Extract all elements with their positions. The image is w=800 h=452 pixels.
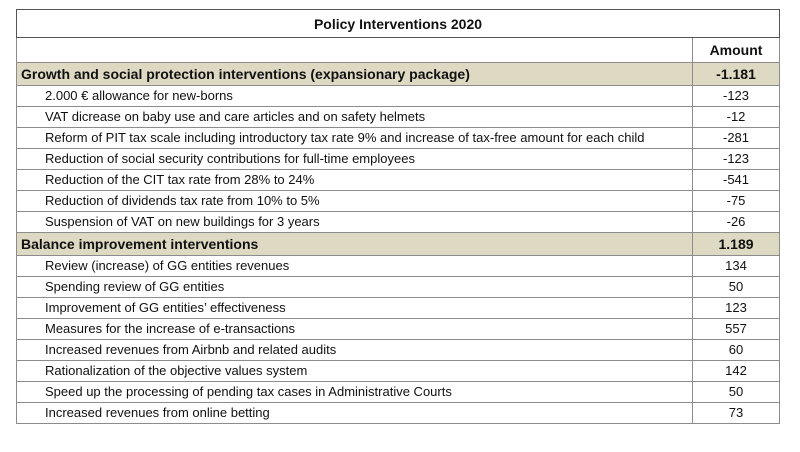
- row-amount: -541: [691, 169, 781, 191]
- row-amount: 50: [691, 381, 781, 403]
- row-amount: -26: [691, 211, 781, 233]
- row-label: Increased revenues from online betting: [16, 402, 693, 424]
- table-row: Reform of PIT tax scale including introd…: [16, 127, 781, 149]
- table-header-row: Amount: [16, 37, 781, 63]
- table-row: Reduction of the CIT tax rate from 28% t…: [16, 169, 781, 191]
- table-row: VAT dicrease on baby use and care articl…: [16, 106, 781, 128]
- header-empty-cell: [16, 37, 693, 63]
- row-label: Spending review of GG entities: [16, 276, 693, 298]
- section-amount: -1.181: [691, 62, 781, 86]
- table-row: Reduction of dividends tax rate from 10%…: [16, 190, 781, 212]
- row-amount: -75: [691, 190, 781, 212]
- policy-table-container: Policy Interventions 2020 Amount Growth …: [15, 9, 781, 424]
- table-row: Reduction of social security contributio…: [16, 148, 781, 170]
- row-label: Measures for the increase of e-transacti…: [16, 318, 693, 340]
- table-row: Measures for the increase of e-transacti…: [16, 318, 781, 340]
- table-row: Speed up the processing of pending tax c…: [16, 381, 781, 403]
- row-amount: 73: [691, 402, 781, 424]
- row-label: Reduction of social security contributio…: [16, 148, 693, 170]
- table-row: Increased revenues from Airbnb and relat…: [16, 339, 781, 361]
- row-label: Review (increase) of GG entities revenue…: [16, 255, 693, 277]
- row-label: Improvement of GG entities’ effectivenes…: [16, 297, 693, 319]
- row-label: Increased revenues from Airbnb and relat…: [16, 339, 693, 361]
- row-label: Rationalization of the objective values …: [16, 360, 693, 382]
- row-amount: 142: [691, 360, 781, 382]
- table-row: Review (increase) of GG entities revenue…: [16, 255, 781, 277]
- row-amount: 50: [691, 276, 781, 298]
- row-label: Reduction of dividends tax rate from 10%…: [16, 190, 693, 212]
- row-amount: -123: [691, 85, 781, 107]
- section-label: Growth and social protection interventio…: [16, 62, 693, 86]
- table-title: Policy Interventions 2020: [15, 9, 781, 38]
- policy-table: Policy Interventions 2020 Amount Growth …: [15, 9, 781, 424]
- row-label: Reform of PIT tax scale including introd…: [16, 127, 693, 149]
- row-amount: 60: [691, 339, 781, 361]
- section-row: Growth and social protection interventio…: [16, 62, 781, 86]
- row-amount: -12: [691, 106, 781, 128]
- table-row: 2.000 € allowance for new-borns -123: [16, 85, 781, 107]
- table-row: Improvement of GG entities’ effectivenes…: [16, 297, 781, 319]
- row-amount: -123: [691, 148, 781, 170]
- table-row: Increased revenues from online betting 73: [16, 402, 781, 424]
- row-label: Speed up the processing of pending tax c…: [16, 381, 693, 403]
- table-row: Suspension of VAT on new buildings for 3…: [16, 211, 781, 233]
- section-label: Balance improvement interventions: [16, 232, 693, 256]
- table-row: Rationalization of the objective values …: [16, 360, 781, 382]
- table-row: Spending review of GG entities 50: [16, 276, 781, 298]
- row-amount: -281: [691, 127, 781, 149]
- amount-header: Amount: [691, 37, 781, 63]
- row-label: Suspension of VAT on new buildings for 3…: [16, 211, 693, 233]
- row-amount: 123: [691, 297, 781, 319]
- section-row: Balance improvement interventions 1.189: [16, 232, 781, 256]
- row-amount: 557: [691, 318, 781, 340]
- row-label: Reduction of the CIT tax rate from 28% t…: [16, 169, 693, 191]
- row-label: VAT dicrease on baby use and care articl…: [16, 106, 693, 128]
- row-amount: 134: [691, 255, 781, 277]
- table-title-row: Policy Interventions 2020: [15, 9, 781, 38]
- section-amount: 1.189: [691, 232, 781, 256]
- row-label: 2.000 € allowance for new-borns: [16, 85, 693, 107]
